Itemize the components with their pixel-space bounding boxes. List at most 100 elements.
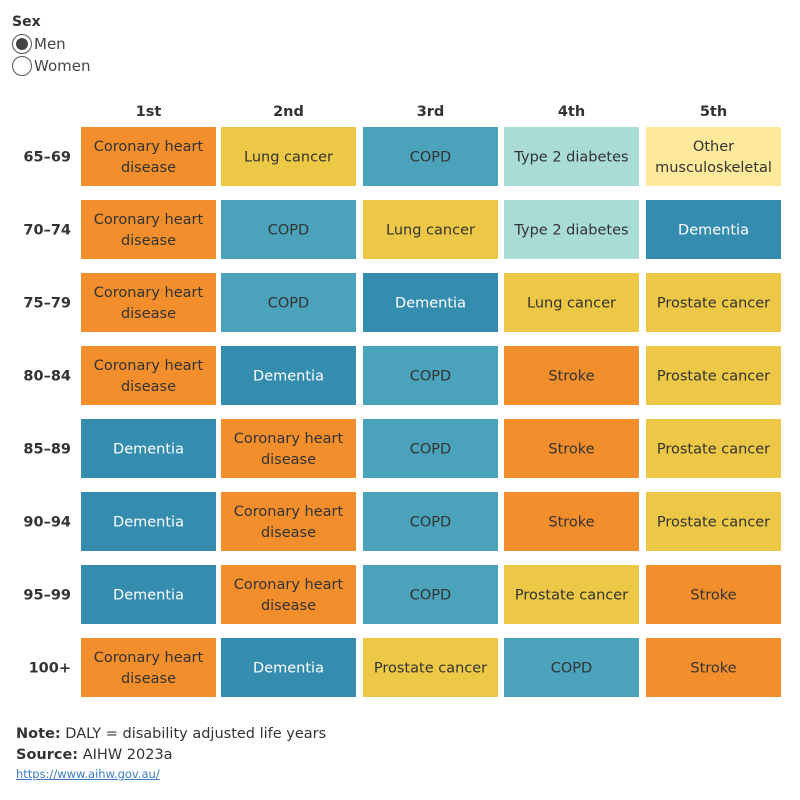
heatmap-cell[interactable] xyxy=(504,419,639,478)
heatmap-cell[interactable] xyxy=(81,346,216,405)
source-label: Source: xyxy=(16,747,79,763)
heatmap-cell[interactable] xyxy=(221,638,356,697)
heatmap-cell[interactable] xyxy=(646,127,781,186)
heatmap-cell[interactable] xyxy=(504,638,639,697)
heatmap-cell[interactable] xyxy=(221,492,356,551)
column-header: 4th xyxy=(558,104,585,120)
notes-section: Note: DALY = disability adjusted life ye… xyxy=(16,724,326,782)
heatmap-cell[interactable] xyxy=(81,492,216,551)
cell-label: Coronary heart xyxy=(94,139,204,155)
row-label: 80–84 xyxy=(23,369,71,385)
source-text: AIHW 2023a xyxy=(78,747,173,763)
heatmap-cell[interactable] xyxy=(81,638,216,697)
cell-label: Coronary heart xyxy=(234,504,344,520)
cell-label: Type 2 diabetes xyxy=(513,150,628,166)
cell-label: Dementia xyxy=(113,588,184,604)
heatmap-cell[interactable] xyxy=(363,346,498,405)
cell-label: Stroke xyxy=(548,442,594,458)
heatmap-cell[interactable] xyxy=(646,492,781,551)
radio-option-women[interactable]: Women xyxy=(12,55,90,77)
source-link[interactable]: https://www.aihw.gov.au/ xyxy=(16,767,160,781)
cell-label: COPD xyxy=(410,150,451,166)
heatmap-cell[interactable] xyxy=(363,565,498,624)
heatmap-cell[interactable] xyxy=(221,565,356,624)
radio-label-women: Women xyxy=(34,57,91,75)
cell-label: Prostate cancer xyxy=(657,369,770,385)
cell-label: disease xyxy=(121,160,176,176)
source-line: Source: AIHW 2023a xyxy=(16,745,326,766)
row-label: 85–89 xyxy=(23,442,71,458)
cell-label: Prostate cancer xyxy=(657,515,770,531)
heatmap-cell[interactable] xyxy=(504,200,639,259)
heatmap-cell[interactable] xyxy=(221,419,356,478)
heatmap-cell[interactable] xyxy=(646,419,781,478)
heatmap-cell[interactable] xyxy=(363,200,498,259)
cell-label: Dementia xyxy=(395,296,466,312)
cell-label: Other xyxy=(693,139,734,155)
heatmap-cell[interactable] xyxy=(646,200,781,259)
heatmap-cell[interactable] xyxy=(221,273,356,332)
radio-selected-icon[interactable] xyxy=(12,34,32,54)
heatmap-cell[interactable] xyxy=(363,419,498,478)
heatmap-cell[interactable] xyxy=(646,565,781,624)
cell-label: disease xyxy=(121,379,176,395)
filter-title: Sex xyxy=(12,14,41,30)
cell-label: Stroke xyxy=(690,588,736,604)
heatmap-cell[interactable] xyxy=(504,565,639,624)
cell-label: COPD xyxy=(268,296,309,312)
heatmap-cell[interactable] xyxy=(363,127,498,186)
cell-label: Coronary heart xyxy=(94,650,204,666)
cell-label: disease xyxy=(261,598,316,614)
row-label: 65–69 xyxy=(23,150,71,166)
cell-label: Prostate cancer xyxy=(515,588,628,604)
heatmap-cell[interactable] xyxy=(363,638,498,697)
heatmap-cell[interactable] xyxy=(363,273,498,332)
note-text: DALY = disability adjusted life years xyxy=(60,726,327,742)
heatmap-cell[interactable] xyxy=(221,346,356,405)
cell-label: COPD xyxy=(410,588,451,604)
cell-label: Lung cancer xyxy=(527,296,616,312)
heatmap-cell[interactable] xyxy=(646,346,781,405)
cell-label: disease xyxy=(121,671,176,687)
heatmap-cell[interactable] xyxy=(81,127,216,186)
heatmap-cell[interactable] xyxy=(81,419,216,478)
heatmap-cell[interactable] xyxy=(646,273,781,332)
heatmap-cell[interactable] xyxy=(81,273,216,332)
radio-unselected-icon[interactable] xyxy=(12,56,32,76)
heatmap-cell[interactable] xyxy=(221,200,356,259)
heatmap-cell[interactable] xyxy=(646,638,781,697)
row-label: 75–79 xyxy=(23,296,71,312)
cell-label: COPD xyxy=(410,369,451,385)
disease-ranking-heatmap: 1st 2nd 3rd 4th 5th 65–69 Coronary heart diseas… xyxy=(23,104,781,697)
row-label: 95–99 xyxy=(23,588,71,604)
cell-label: disease xyxy=(261,452,316,468)
cell-label: Dementia xyxy=(113,442,184,458)
heatmap-cell[interactable] xyxy=(81,565,216,624)
cell-label: Type 2 diabetes xyxy=(513,223,628,239)
heatmap-cell[interactable] xyxy=(81,200,216,259)
cell-label: disease xyxy=(261,525,316,541)
radio-label-men: Men xyxy=(34,35,66,53)
cell-label: Coronary heart xyxy=(234,577,344,593)
row-label: 100+ xyxy=(29,661,71,677)
cell-label: Prostate cancer xyxy=(657,442,770,458)
cell-label: Coronary heart xyxy=(94,358,204,374)
cell-label: Coronary heart xyxy=(234,431,344,447)
heatmap-cell[interactable] xyxy=(363,492,498,551)
cell-label: COPD xyxy=(410,515,451,531)
cell-label: COPD xyxy=(268,223,309,239)
column-header: 2nd xyxy=(273,104,304,120)
column-header: 5th xyxy=(700,104,727,120)
cell-label: Lung cancer xyxy=(386,223,475,239)
heatmap-cell[interactable] xyxy=(504,127,639,186)
cell-label: COPD xyxy=(410,442,451,458)
heatmap-cell[interactable] xyxy=(504,492,639,551)
heatmap-cell[interactable] xyxy=(221,127,356,186)
cell-label: Dementia xyxy=(678,223,749,239)
cell-label: Dementia xyxy=(253,661,324,677)
heatmap-cell[interactable] xyxy=(504,346,639,405)
cell-label: COPD xyxy=(551,661,592,677)
radio-option-men[interactable]: Men xyxy=(12,33,90,55)
heatmap-cell[interactable] xyxy=(504,273,639,332)
cell-label: disease xyxy=(121,233,176,249)
